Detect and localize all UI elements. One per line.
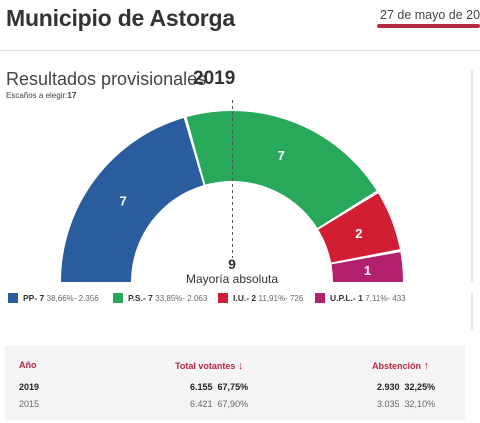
slice-seat-label: 7 [278,148,285,163]
legend-swatch-upl [315,293,325,303]
votes-pct: 67,90% [217,399,249,409]
site-header: Municipio de Astorga 27 de mayo de 2019, [0,0,480,51]
seats-value: 17 [67,91,77,100]
votes-pct: 67,75% [217,382,249,392]
votes-header-label: Total votantes [175,361,236,371]
seats-to-elect: Escaños a elegir:17 [6,91,76,100]
table-cell-year: 2019 [19,382,40,392]
legend-swatch-pp [8,293,18,303]
seat-slice-iu[interactable] [318,193,400,263]
table-cell-votes: 6.155 67,75% [190,382,248,392]
sort-down-icon: ↓ [237,360,244,372]
majority-value: 9 [228,256,236,272]
legend-name: P.S.- 7 [128,293,153,303]
legend-item-ps[interactable]: P.S.- 7 33,85%- 2.063 [113,292,207,305]
abstention-value: 3.035 [377,399,400,409]
votes-value: 6.421 [190,399,213,409]
table-cell-abstention: 3.035 32,10% [377,399,435,409]
legend-detail: 7,11%- 433 [365,294,406,303]
page-title: Municipio de Astorga [6,5,235,31]
seats-label: Escaños a elegir: [6,91,68,100]
votes-value: 6.155 [190,382,213,392]
table-cell-year: 2015 [19,399,40,409]
legend-item-upl[interactable]: U.P.L.- 1 7,11%- 433 [315,292,406,305]
majority-label: Mayoría absoluta [185,272,279,286]
column-header-abstention[interactable]: Abstención ↑ [372,360,429,372]
chart-baseline-mask [0,282,480,292]
table-cell-votes: 6.421 67,90% [190,399,248,409]
sort-up-icon: ↑ [423,360,430,372]
legend-item-iu[interactable]: I.U.- 2 11,91%- 726 [218,292,303,305]
legend-swatch-iu [218,293,228,303]
seat-slice-ps[interactable] [186,111,377,229]
seat-slice-upl[interactable] [331,252,403,282]
abstention-pct: 32,25% [404,382,436,392]
legend-swatch-ps [113,293,123,303]
slice-seat-label: 1 [364,263,371,278]
legend-detail: 11,91%- 726 [258,294,304,303]
column-divider [471,70,473,330]
legend-name: U.P.L.- 1 [330,293,363,303]
chart-legend: PP- 7 38,66%- 2.356 P.S.- 7 33,85%- 2.06… [8,292,478,306]
results-title: Resultados provisionales [6,69,207,89]
results-year: 2019 [193,68,236,89]
abstention-value: 2.930 [377,382,400,392]
legend-detail: 33,85%- 2.063 [155,294,208,303]
turnout-table: Año Total votantes ↓ Abstención ↑ 2019 6… [5,346,465,420]
legend-detail: 38,66%- 2.356 [46,294,99,303]
legend-name: I.U.- 2 [233,293,257,303]
table-cell-abstention: 2.930 32,25% [377,382,435,392]
legend-name: PP- 7 [23,293,45,303]
column-header-votes[interactable]: Total votantes ↓ [175,360,243,372]
legend-item-pp[interactable]: PP- 7 38,66%- 2.356 [8,292,99,305]
date-underline [377,24,480,28]
seat-slice-pp[interactable] [61,117,204,283]
abstention-header-label: Abstención [372,361,422,371]
column-header-year: Año [19,360,37,370]
slice-seat-label: 2 [355,226,362,241]
election-date: 27 de mayo de 2019, [380,8,480,22]
slice-seat-label: 7 [119,194,126,209]
abstention-pct: 32,10% [404,399,436,409]
